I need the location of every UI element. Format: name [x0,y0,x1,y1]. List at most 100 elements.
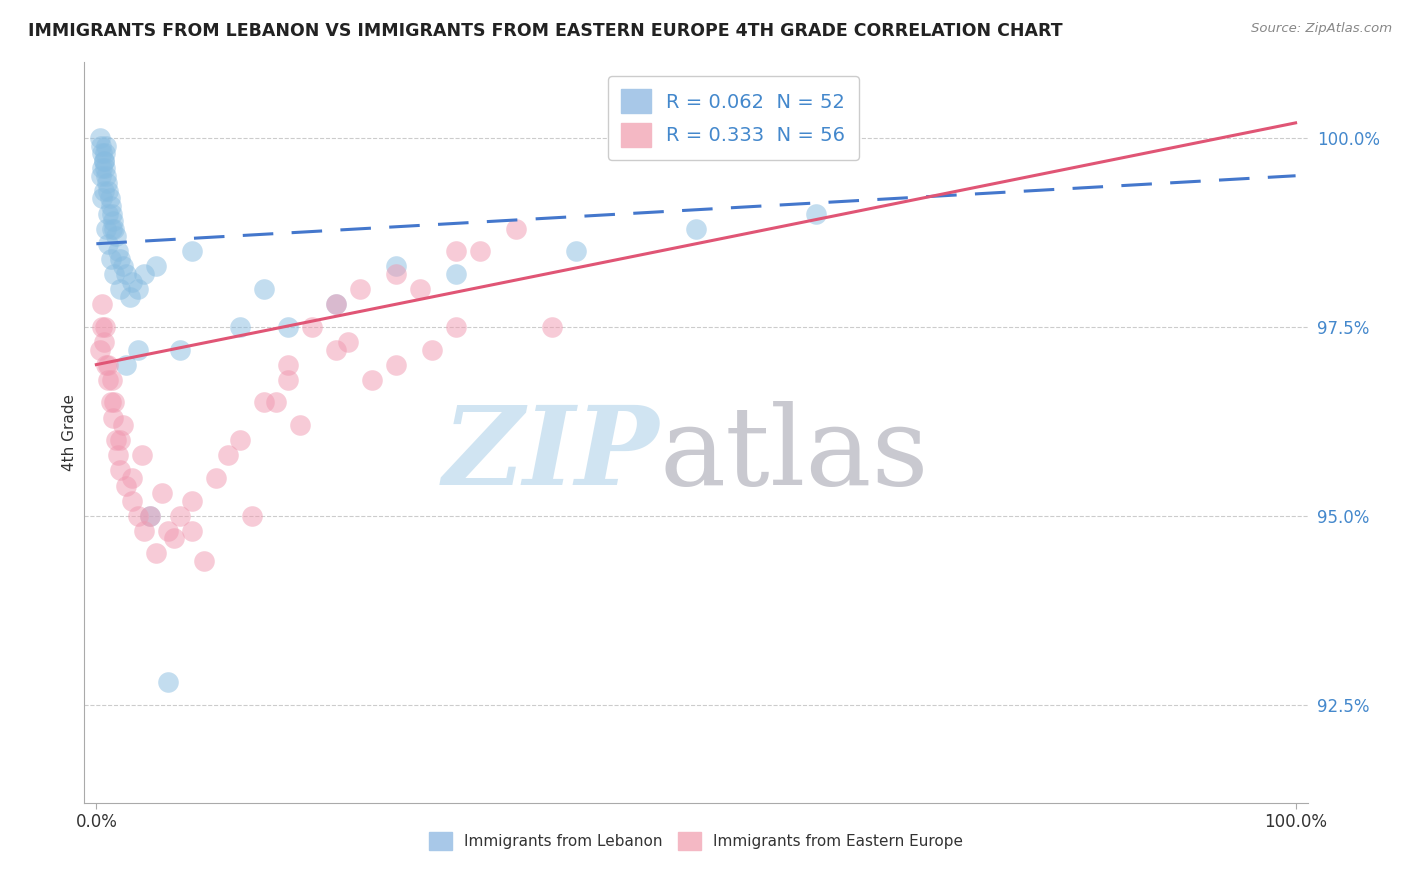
Point [100,199,122,213]
Point [290,418,312,433]
Point [93,153,115,168]
Point [93,319,117,334]
Point [181,244,204,259]
Point [169,343,191,357]
Point [565,244,588,259]
Point [115,267,138,281]
Point [325,343,347,357]
Point [229,433,252,447]
Point [325,297,347,311]
Point [121,493,143,508]
Point [97,184,120,198]
Point [96,177,118,191]
Point [94,358,117,372]
Point [385,260,408,274]
Point [444,319,467,334]
Point [107,244,129,259]
Text: IMMIGRANTS FROM LEBANON VS IMMIGRANTS FROM EASTERN EUROPE 4TH GRADE CORRELATION : IMMIGRANTS FROM LEBANON VS IMMIGRANTS FR… [28,22,1063,40]
Point [157,524,180,538]
Y-axis label: 4th Grade: 4th Grade [62,394,77,471]
Point [111,260,134,274]
Text: ZIP: ZIP [443,401,659,508]
Point [104,229,127,244]
Point [94,169,117,183]
Point [110,282,132,296]
Point [145,547,167,561]
Point [337,334,360,349]
Point [115,478,138,492]
Point [804,206,827,220]
Point [94,221,117,235]
Point [169,508,191,523]
Point [93,146,117,161]
Point [93,334,115,349]
Point [134,524,156,538]
Point [253,282,276,296]
Point [104,433,127,447]
Point [127,343,149,357]
Point [100,252,122,266]
Point [145,260,167,274]
Point [103,221,125,235]
Point [91,146,114,161]
Point [139,508,162,523]
Point [103,395,125,409]
Point [349,282,371,296]
Point [89,343,111,357]
Point [107,448,129,462]
Point [91,297,114,311]
Point [97,236,120,251]
Point [101,410,124,425]
Point [93,184,115,198]
Point [150,486,173,500]
Point [264,395,287,409]
Point [111,418,134,433]
Point [100,395,122,409]
Point [101,221,124,235]
Point [217,448,239,462]
Point [93,161,117,176]
Point [97,358,120,372]
Point [121,275,143,289]
Point [101,214,124,228]
Point [103,267,125,281]
Point [127,282,149,296]
Point [121,471,143,485]
Point [253,395,276,409]
Point [115,358,138,372]
Point [127,508,149,523]
Point [110,433,132,447]
Point [131,448,153,462]
Point [277,358,299,372]
Text: atlas: atlas [659,401,929,508]
Point [97,373,120,387]
Point [101,373,124,387]
Point [229,319,252,334]
Point [420,343,443,357]
Point [91,191,114,205]
Point [90,138,112,153]
Point [444,267,467,281]
Point [134,267,156,281]
Point [205,471,228,485]
Point [98,191,121,205]
Point [385,267,408,281]
Point [277,373,299,387]
Legend: Immigrants from Lebanon, Immigrants from Eastern Europe: Immigrants from Lebanon, Immigrants from… [422,824,970,858]
Point [90,169,112,183]
Point [444,244,467,259]
Point [193,554,215,568]
Point [181,493,204,508]
Point [157,674,180,689]
Point [468,244,491,259]
Point [541,319,564,334]
Point [361,373,384,387]
Point [94,138,117,153]
Point [385,358,408,372]
Point [139,508,162,523]
Point [97,206,120,220]
Point [91,319,114,334]
Point [89,131,111,145]
Point [110,252,132,266]
Point [277,319,299,334]
